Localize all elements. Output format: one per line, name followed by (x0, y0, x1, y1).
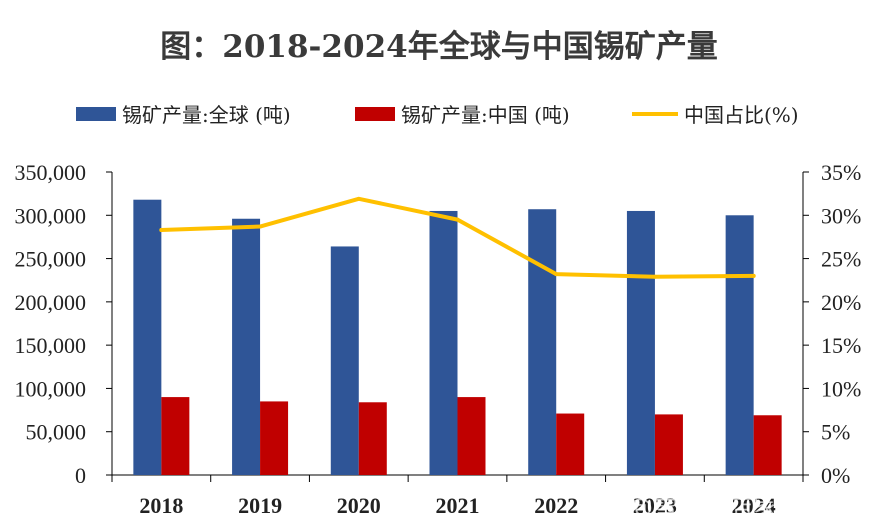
axes: 0 50,000 100,000 150,000 200,000 250,000 300,0… (15, 160, 862, 518)
bars (133, 199, 782, 476)
bar-china (457, 397, 486, 475)
y-left-tick-label: 250,000 (15, 247, 87, 272)
legend-label-0: 锡矿产量:全球 (吨) (122, 103, 291, 127)
y-left-tick-label: 300,000 (15, 203, 87, 228)
x-tick-label: 2023 (633, 493, 677, 518)
bar-global (528, 209, 557, 475)
bar-china (161, 397, 190, 475)
x-tick-label: 2018 (139, 493, 183, 518)
x-tick-label: 2020 (337, 493, 381, 518)
ratio-point (554, 272, 559, 277)
y-right-tick-label: 5% (821, 420, 850, 445)
bar-china (654, 414, 683, 475)
y-right-tick-label: 20% (821, 290, 861, 315)
ratio-point (751, 273, 756, 278)
y-left-tick-label: 100,000 (15, 376, 87, 401)
bar-global (626, 210, 655, 475)
y-right-tick-label: 30% (821, 203, 861, 228)
ratio-point (258, 224, 263, 229)
legend-label-1: 锡矿产量:中国 (吨) (401, 103, 570, 127)
bar-china (358, 402, 387, 475)
bar-china (753, 415, 782, 475)
y-right-tick-label: 35% (821, 160, 861, 185)
ratio-point (159, 228, 164, 233)
ratio-point (356, 196, 361, 201)
y-left-tick-label: 150,000 (15, 333, 87, 358)
bar-global (429, 210, 458, 475)
bar-china (260, 401, 289, 475)
chart-title: 图：2018-2024年全球与中国锡矿产量 (160, 29, 717, 65)
legend-swatch-1 (355, 107, 395, 121)
watermark: @雪球：店家嘴幽灵 (628, 493, 853, 522)
ratio-line (159, 196, 756, 279)
bar-global (133, 199, 162, 475)
y-right-tick-label: 25% (821, 247, 861, 272)
legend-swatch-0 (76, 107, 116, 121)
y-right-tick-label: 15% (821, 333, 861, 358)
y-left-tick-label: 50,000 (26, 420, 87, 445)
ratio-point (455, 217, 460, 222)
y-left-tick-label: 350,000 (15, 160, 87, 185)
bar-china (556, 413, 585, 475)
y-left-tick-label: 0 (75, 463, 86, 488)
bar-global (725, 215, 754, 476)
bar-global (330, 246, 359, 475)
x-tick-label: 2022 (534, 493, 578, 518)
ratio-point (652, 274, 657, 279)
y-left-tick-label: 200,000 (15, 290, 87, 315)
x-tick-label: 2024 (732, 493, 776, 518)
legend-label-2: 中国占比(%) (684, 103, 799, 127)
x-tick-label: 2021 (436, 493, 480, 518)
y-right-tick-label: 0% (821, 463, 850, 488)
y-right-tick-label: 10% (821, 376, 861, 401)
bar-global (232, 218, 261, 475)
legend: 锡矿产量:全球 (吨) 锡矿产量:中国 (吨) 中国占比(%) (76, 103, 799, 127)
x-tick-label: 2019 (238, 493, 282, 518)
